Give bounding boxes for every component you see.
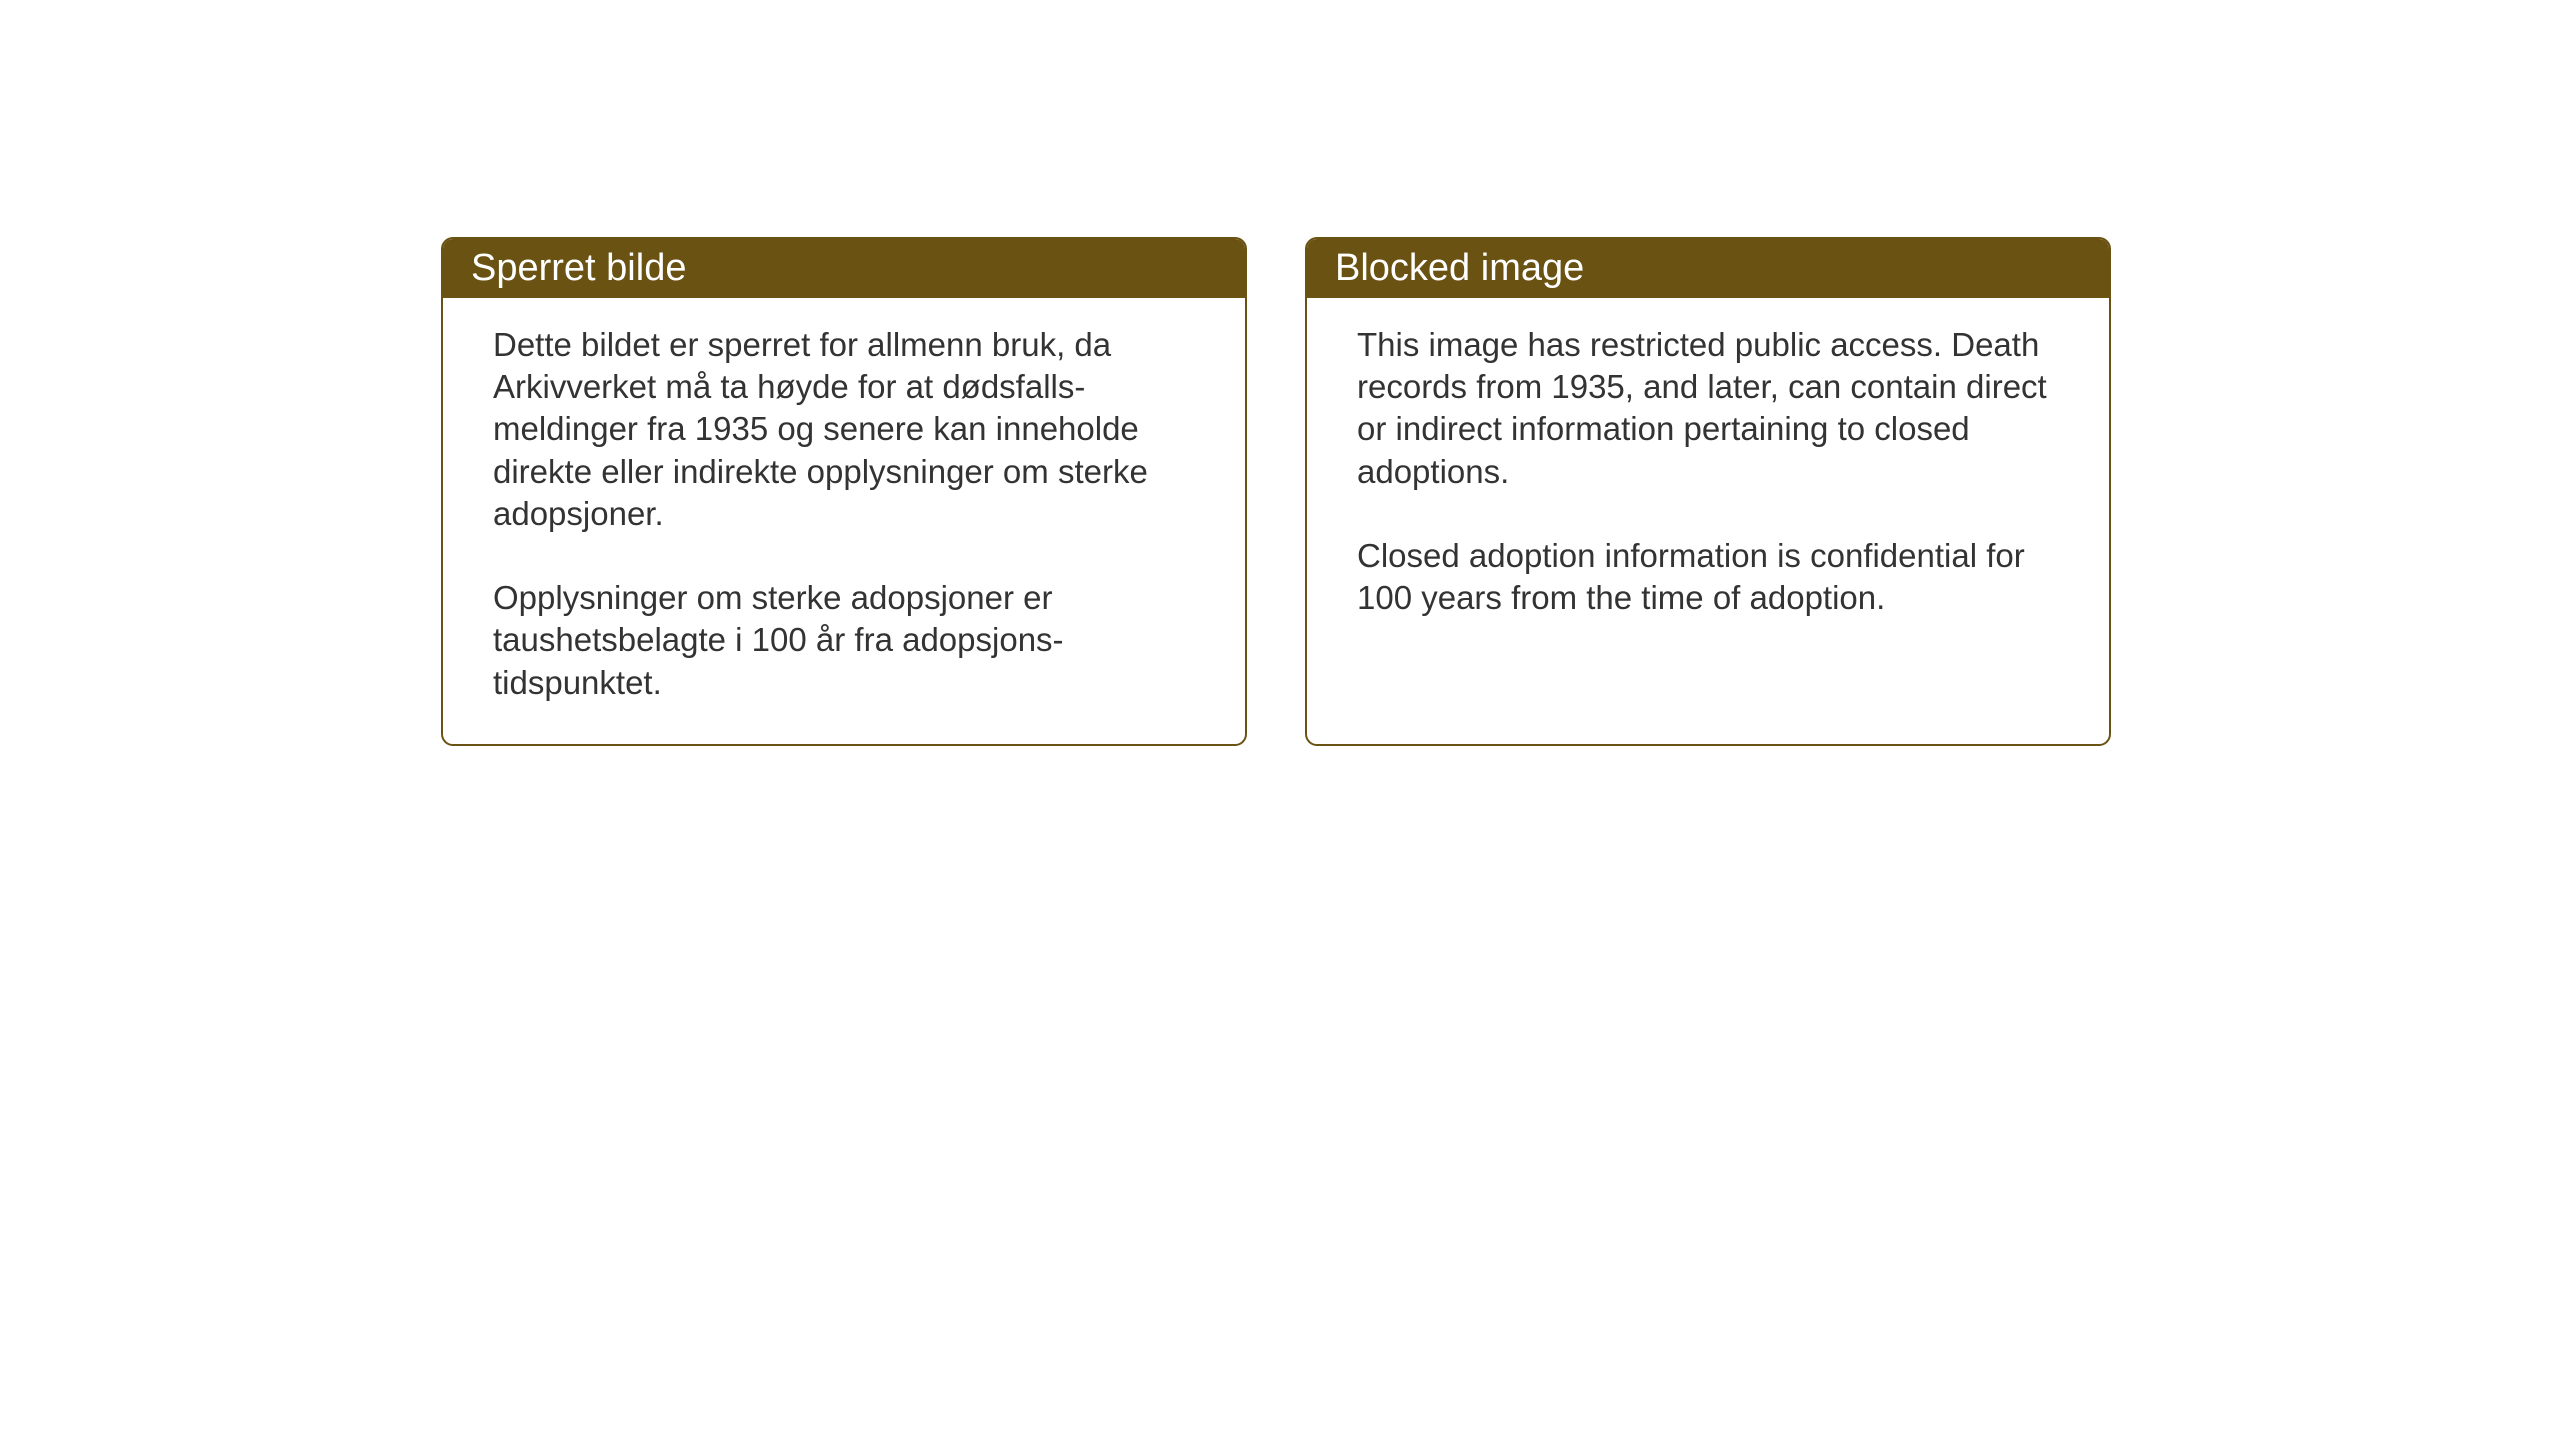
notice-title-norwegian: Sperret bilde (471, 247, 1217, 290)
notice-card-norwegian: Sperret bilde Dette bildet er sperret fo… (441, 237, 1247, 746)
notice-body-english: This image has restricted public access.… (1307, 298, 2109, 738)
notice-title-english: Blocked image (1335, 247, 2081, 290)
notice-paragraph-1-english: This image has restricted public access.… (1357, 324, 2059, 493)
notice-paragraph-2-english: Closed adoption information is confident… (1357, 535, 2059, 619)
notice-body-norwegian: Dette bildet er sperret for allmenn bruk… (443, 298, 1245, 744)
notice-container: Sperret bilde Dette bildet er sperret fo… (441, 237, 2111, 746)
notice-card-english: Blocked image This image has restricted … (1305, 237, 2111, 746)
notice-header-norwegian: Sperret bilde (443, 239, 1245, 298)
notice-paragraph-2-norwegian: Opplysninger om sterke adopsjoner er tau… (493, 577, 1195, 704)
notice-paragraph-1-norwegian: Dette bildet er sperret for allmenn bruk… (493, 324, 1195, 535)
notice-header-english: Blocked image (1307, 239, 2109, 298)
